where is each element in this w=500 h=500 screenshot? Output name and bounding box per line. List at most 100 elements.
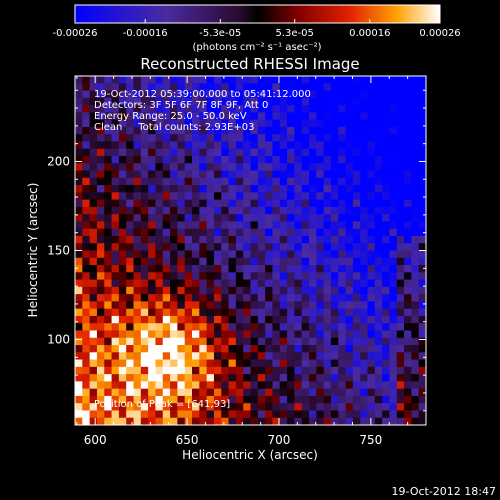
heatmap-cell: [177, 235, 186, 244]
heatmap-cell: [272, 90, 281, 99]
heatmap-cell: [309, 148, 317, 157]
heatmap-cell: [396, 286, 405, 295]
heatmap-cell: [367, 257, 376, 266]
heatmap-cell: [309, 112, 317, 121]
heatmap-cell: [170, 279, 178, 288]
heatmap-cell: [243, 126, 252, 135]
heatmap-cell: [389, 199, 398, 208]
heatmap-cell: [382, 105, 391, 113]
heatmap-cell: [374, 337, 383, 346]
heatmap-cell: [75, 199, 83, 208]
heatmap-cell: [323, 155, 332, 164]
heatmap-cell: [382, 155, 391, 164]
heatmap-cell: [374, 221, 383, 230]
heatmap-cell: [316, 272, 325, 281]
heatmap-cell: [96, 134, 105, 143]
heatmap-cell: [177, 417, 186, 425]
heatmap-cell: [82, 286, 91, 295]
heatmap-cell: [155, 272, 164, 281]
heatmap-cell: [177, 279, 186, 288]
heatmap-cell: [235, 192, 244, 201]
heatmap-cell: [118, 279, 127, 288]
heatmap-cell: [213, 185, 222, 193]
heatmap-cell: [279, 381, 288, 390]
heatmap-cell: [170, 359, 178, 368]
heatmap-cell: [309, 352, 317, 361]
heatmap-cell: [345, 97, 354, 106]
heatmap-cell: [374, 286, 383, 295]
heatmap-cell: [228, 170, 237, 179]
heatmap-cell: [243, 141, 252, 150]
heatmap-cell: [345, 330, 354, 339]
heatmap-cell: [177, 185, 186, 193]
heatmap-cell: [316, 265, 325, 273]
heatmap-cell: [404, 315, 412, 324]
heatmap-cell: [389, 272, 398, 281]
heatmap-cell: [265, 308, 274, 317]
heatmap-cell: [126, 395, 135, 404]
heatmap-cell: [111, 308, 120, 317]
heatmap-cell: [89, 163, 98, 172]
heatmap-cell: [82, 126, 91, 135]
heatmap-cell: [330, 90, 339, 99]
heatmap-cell: [184, 163, 193, 172]
heatmap-cell: [82, 301, 91, 310]
heatmap-cell: [294, 345, 303, 353]
heatmap-cell: [360, 83, 369, 92]
heatmap-cell: [396, 301, 405, 310]
heatmap-cell: [272, 155, 281, 164]
heatmap-cell: [148, 163, 157, 172]
heatmap-cell: [250, 395, 259, 404]
heatmap-cell: [338, 337, 347, 346]
heatmap-cell: [309, 301, 317, 310]
heatmap-cell: [272, 199, 281, 208]
heatmap-cell: [221, 90, 230, 99]
heatmap-cell: [301, 206, 310, 215]
heatmap-cell: [345, 141, 354, 150]
heatmap-cell: [301, 199, 310, 208]
heatmap-cell: [118, 185, 127, 193]
heatmap-cell: [104, 337, 113, 346]
heatmap-cell: [309, 265, 317, 273]
heatmap-cell: [272, 257, 281, 266]
heatmap-cell: [360, 250, 369, 259]
heatmap-cell: [338, 352, 347, 361]
heatmap-cell: [418, 214, 426, 223]
heatmap-cell: [148, 410, 157, 419]
heatmap-cell: [330, 417, 339, 425]
heatmap-cell: [184, 286, 193, 295]
heatmap-cell: [294, 250, 303, 259]
heatmap-cell: [367, 308, 376, 317]
heatmap-cell: [382, 265, 391, 273]
heatmap-cell: [192, 83, 200, 92]
heatmap-cell: [360, 206, 369, 215]
heatmap-cell: [104, 301, 113, 310]
heatmap-cell: [89, 315, 98, 324]
chart-title: Reconstructed RHESSI Image: [140, 55, 359, 73]
heatmap-cell: [272, 141, 281, 150]
heatmap-cell: [279, 119, 288, 128]
heatmap-cell: [221, 163, 230, 172]
heatmap-cell: [192, 265, 200, 273]
heatmap-cell: [104, 352, 113, 361]
heatmap-cell: [265, 323, 274, 332]
heatmap-cell: [140, 199, 149, 208]
heatmap-cell: [118, 105, 127, 113]
heatmap-cell: [382, 141, 391, 150]
heatmap-cell: [294, 170, 303, 179]
heatmap-cell: [382, 119, 391, 128]
heatmap-cell: [294, 206, 303, 215]
heatmap-cell: [140, 141, 149, 150]
heatmap-cell: [118, 286, 127, 295]
heatmap-cell: [389, 323, 398, 332]
heatmap-cell: [287, 148, 295, 157]
heatmap-cell: [345, 395, 354, 404]
heatmap-cell: [396, 374, 405, 382]
heatmap-cell: [294, 192, 303, 201]
heatmap-cell: [360, 177, 369, 186]
heatmap-cell: [330, 330, 339, 339]
heatmap-cell: [199, 279, 208, 288]
heatmap-cell: [250, 366, 259, 375]
heatmap-cell: [418, 170, 426, 179]
heatmap-cell: [411, 148, 420, 157]
